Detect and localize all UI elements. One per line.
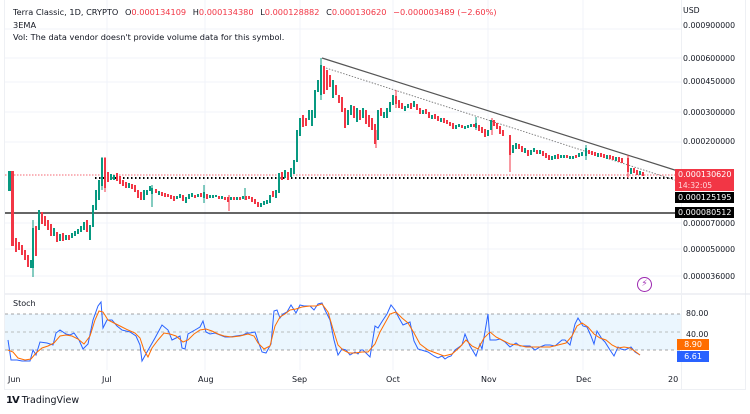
tradingview-logo[interactable]: 𝟭𝗩 TradingView [6,395,80,406]
chart-legend: Terra Classic, 1D, CRYPTO O0.000134109 H… [13,6,497,44]
descending-trendline-dotted [325,67,682,183]
stoch-tick: 40.00 [686,330,709,339]
close-value: 0.000130620 [331,7,387,17]
time-label: Jun [8,375,21,384]
time-label: Aug [198,375,214,384]
grid-horizontal [5,28,681,277]
volume-note: Vol: The data vendor doesn't provide vol… [13,32,285,42]
level-tag-support: 0.000125195 [675,192,735,203]
time-label: Nov [481,375,497,384]
grid-vertical [106,0,584,370]
descending-trendline [321,57,682,173]
stoch-pane [5,300,681,363]
price-tick: 0.000450000 [683,77,736,86]
stoch-tick: 80.00 [686,309,709,318]
indicator-ema[interactable]: 3EMA [13,19,37,30]
time-label: Jul [102,375,112,384]
time-label: 20 [668,375,679,384]
low-value: 0.000128882 [264,7,320,17]
price-tick: 0.000900000 [683,21,736,30]
stoch-d-line [7,303,641,361]
time-label: Dec [576,375,592,384]
level-tag-support-2: 0.000080512 [675,207,735,218]
lightning-icon[interactable]: ⚡ [637,277,652,292]
price-tick: 0.000070000 [683,219,736,228]
symbol-title[interactable]: Terra Classic, 1D, CRYPTO [13,7,119,17]
currency-label: USD [683,6,700,15]
time-label: Oct [386,375,400,384]
open-value: 0.000134109 [131,7,187,17]
price-tick: 0.000300000 [683,108,736,117]
stoch-title[interactable]: Stoch [13,299,36,308]
change-value: −0.000003489 (−2.60%) [393,7,497,17]
time-label: Sep [292,375,308,384]
stoch-d-tag: 8.90 [677,339,709,350]
tradingview-icon: 𝟭𝗩 [6,395,20,406]
ohlc-row: Terra Classic, 1D, CRYPTO O0.000134109 H… [13,7,497,17]
price-tick: 0.000050000 [683,245,736,254]
high-value: 0.000134380 [198,7,254,17]
price-tick: 0.000200000 [683,137,736,146]
candlesticks [8,58,644,277]
last-price-tag: 0.000130620 14:32:05 [675,169,735,191]
chart-frame [4,0,746,390]
price-tick: 0.000036000 [683,272,736,281]
bar-countdown: 14:32:05 [678,181,713,190]
stoch-k-tag: 6.61 [677,351,709,362]
price-tick: 0.000600000 [683,54,736,63]
